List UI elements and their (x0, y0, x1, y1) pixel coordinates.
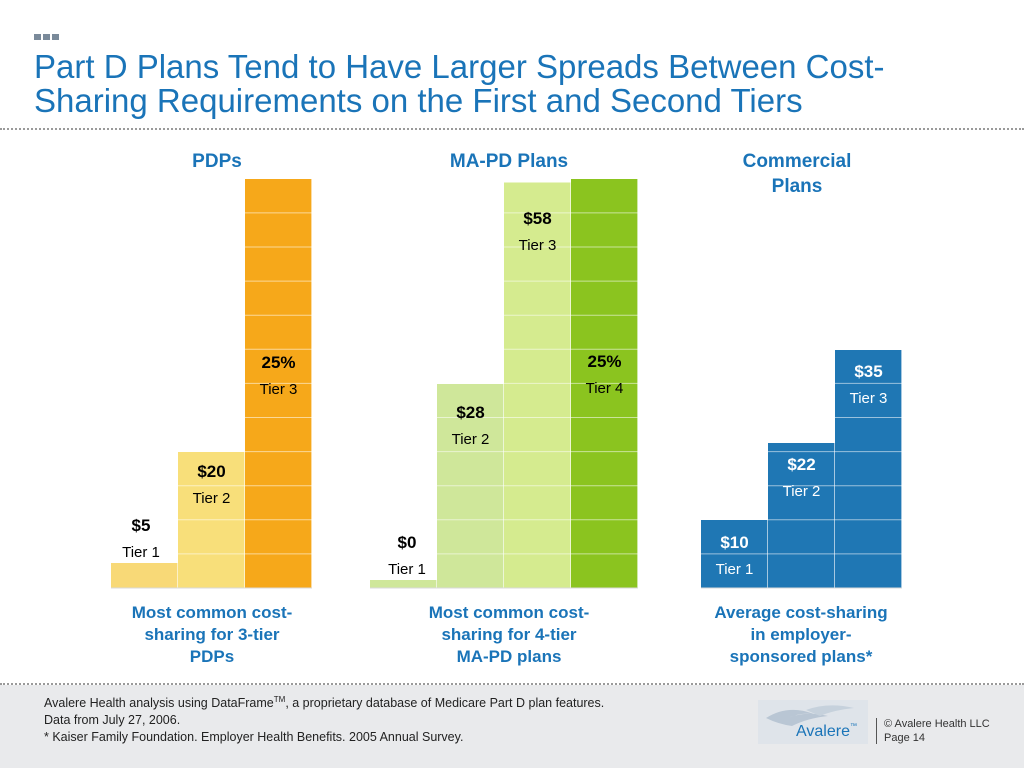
footnote-source: Avalere Health analysis using DataFrameT… (44, 695, 605, 711)
comm-tier-label-1: Tier 1 (716, 561, 754, 578)
mapd-tier-label-3: Tier 3 (519, 237, 557, 254)
copyright-text: © Avalere Health LLC (884, 718, 990, 730)
mapd-value-label-2: $28 (456, 403, 484, 422)
mapd-bar-1 (370, 580, 437, 588)
pdp-tier-label-3: Tier 3 (260, 381, 298, 398)
footnotes: Avalere Health analysis using DataFrameT… (44, 691, 704, 746)
pdp-tier-label-1: Tier 1 (122, 544, 160, 561)
footnote-date: Data from July 27, 2006. (44, 713, 181, 728)
copyright-block: © Avalere Health LLC Page 14 (884, 717, 990, 745)
pdp-caption-line-1: Most common cost- (132, 603, 293, 622)
pdp-bar-1 (111, 563, 178, 588)
footer-divider (0, 683, 1024, 685)
title-ornament (34, 34, 59, 40)
mapd-value-label-1: $0 (398, 533, 417, 552)
comm-group-title: Commercial (743, 151, 852, 172)
comm-tier-label-2: Tier 2 (783, 483, 821, 500)
pdp-value-label-3: 25% (261, 353, 295, 372)
title-divider (0, 128, 1024, 130)
comm-bar-3 (835, 350, 902, 588)
pdp-caption-line-2: sharing for 3-tier (144, 625, 279, 644)
slide-title: Part D Plans Tend to Have Larger Spreads… (34, 48, 885, 119)
comm-bar-2 (768, 443, 835, 588)
avalere-bird-logo-icon (758, 700, 868, 744)
mapd-group-title: MA-PD Plans (450, 151, 568, 172)
mapd-tier-label-1: Tier 1 (388, 561, 426, 578)
mapd-caption-line-2: sharing for 4-tier (441, 625, 576, 644)
mapd-value-label-4: 25% (587, 352, 621, 371)
comm-value-label-1: $10 (720, 533, 748, 552)
comm-tier-label-3: Tier 3 (850, 390, 888, 407)
pdp-value-label-2: $20 (197, 462, 225, 481)
pdp-group-title: PDPs (192, 151, 242, 172)
mapd-tier-label-2: Tier 2 (452, 431, 490, 448)
comm-caption-line-3: sponsored plans* (730, 647, 873, 666)
footnote-kff: * Kaiser Family Foundation. Employer Hea… (44, 730, 464, 745)
comm-value-label-2: $22 (787, 455, 815, 474)
logo-wordmark: Avalere™ (796, 723, 857, 740)
mapd-caption-line-3: MA-PD plans (457, 647, 562, 666)
mapd-value-label-3: $58 (523, 209, 551, 228)
comm-caption-line-2: in employer- (750, 625, 851, 644)
comm-value-label-3: $35 (854, 362, 882, 381)
pdp-value-label-1: $5 (132, 516, 151, 535)
logo-divider (876, 718, 877, 744)
mapd-bar-3 (504, 182, 571, 588)
mapd-tier-label-4: Tier 4 (586, 380, 624, 397)
cost-sharing-chart: PDPs $5 Tier 1 $20 Tier 2 25% Tier 3 Most commo… (111, 151, 903, 666)
comm-caption-line-1: Average cost-sharing (714, 603, 887, 622)
pdp-caption-line-3: PDPs (190, 647, 234, 666)
mapd-caption-line-1: Most common cost- (429, 603, 590, 622)
page-number: Page 14 (884, 732, 925, 744)
comm-group-title: Plans (772, 176, 823, 197)
pdp-tier-label-2: Tier 2 (193, 490, 231, 507)
